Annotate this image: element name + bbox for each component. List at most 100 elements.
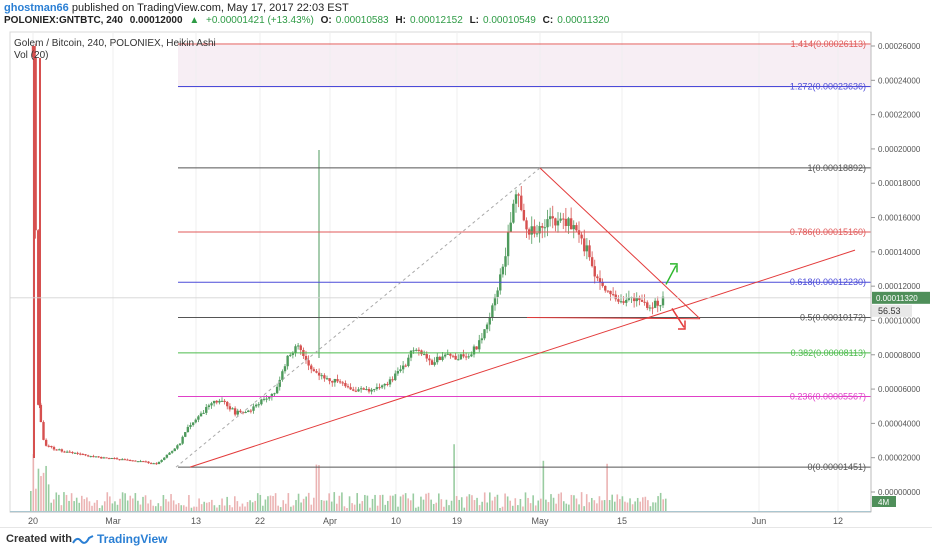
candle-body — [149, 463, 153, 465]
candle-body — [635, 297, 638, 302]
volume-bar — [177, 503, 180, 511]
candle-body — [386, 383, 389, 385]
volume-bar — [116, 504, 119, 511]
candle-body — [567, 218, 570, 226]
volume-bar — [109, 496, 111, 511]
candle-body — [244, 412, 247, 414]
candle-body — [656, 300, 659, 306]
volume-bar — [394, 494, 397, 511]
candle-body — [509, 222, 512, 232]
candle-body — [562, 218, 565, 220]
volume-bar — [338, 495, 341, 511]
volume-bar — [460, 497, 463, 511]
fib-label: 0.236(0.00005567) — [790, 392, 866, 402]
volume-bar — [499, 507, 501, 511]
candle-body — [304, 356, 308, 361]
price-tick-label: 0.00002000 — [878, 454, 921, 463]
volume-bar — [598, 496, 601, 511]
candle-body — [63, 451, 66, 453]
footer: Created with TradingView — [0, 527, 932, 551]
candle-body — [627, 297, 631, 300]
candle-body — [359, 388, 363, 390]
candle-body — [370, 389, 373, 392]
time-axis[interactable]: 20 Mar 13 22 Apr 10 19 May 15 Jun 12 — [10, 511, 871, 526]
candle-body — [155, 463, 158, 465]
price-axis[interactable]: 0.00026000 0.00024000 0.00022000 0.00020000… — [870, 32, 921, 512]
volume-bar — [35, 488, 37, 511]
volume-bar — [287, 493, 290, 511]
candle-body — [236, 410, 239, 415]
volume-bar — [463, 507, 466, 511]
candle-body — [239, 410, 242, 413]
volume-bar — [483, 492, 486, 511]
candle-body — [488, 317, 491, 325]
price-chart[interactable]: 1.414(0.00026113) 1.272(0.00023636) 1(0.00… — [0, 28, 932, 527]
volume-bar — [144, 495, 147, 511]
volume-bar — [218, 504, 221, 511]
volume-bar — [285, 503, 287, 511]
volume-bar — [325, 500, 328, 511]
candle-body — [459, 354, 463, 360]
volume-bar — [101, 505, 103, 511]
candle-body — [593, 266, 596, 277]
candle-body — [583, 238, 586, 252]
candle-body — [197, 416, 200, 420]
candle-body — [58, 449, 61, 451]
time-tick-label: Jun — [752, 516, 767, 526]
volume-bar — [506, 496, 509, 511]
volume-bar — [466, 496, 468, 511]
candle-body — [609, 290, 612, 295]
candle-body — [210, 403, 213, 406]
volume-bar — [42, 472, 45, 511]
volume-bar — [154, 506, 157, 511]
candle-body — [118, 459, 121, 461]
candle-body — [50, 445, 53, 448]
volume-bar — [629, 498, 631, 511]
candle-body — [107, 458, 111, 460]
volume-bar — [185, 506, 188, 511]
fib-levels[interactable]: 1.414(0.00026113) 1.272(0.00023636) 1(0.00… — [178, 39, 871, 472]
volume-bar — [537, 500, 540, 511]
time-tick-label: 19 — [452, 516, 462, 526]
candle-body — [134, 460, 137, 462]
candle-body — [533, 226, 536, 234]
volume-bar — [550, 494, 552, 511]
volume-bar — [473, 500, 476, 511]
candle-body — [436, 356, 439, 363]
volume-bar — [430, 499, 432, 511]
candle-body — [126, 459, 129, 461]
volume-bar — [374, 494, 376, 511]
candle-body — [530, 226, 533, 235]
volume-bar — [361, 501, 364, 511]
fib-anchor-line — [175, 167, 541, 468]
author-name[interactable]: ghostman66 — [4, 2, 69, 14]
volume-bar — [78, 502, 81, 511]
candle-body — [226, 401, 229, 407]
volume-bar — [274, 493, 277, 511]
candle-body — [638, 297, 641, 301]
volume-bar — [147, 503, 149, 511]
volume-bar — [279, 507, 282, 511]
volume-bar — [75, 497, 78, 511]
triangle-base-line — [526, 317, 701, 320]
volume-bar — [40, 476, 42, 511]
candle-body — [168, 452, 171, 455]
last-price-label: 0.00011320 — [876, 294, 918, 303]
trend-drawings[interactable]: 0.00011320 56.53 4M — [10, 167, 930, 507]
volume-bar — [114, 501, 116, 511]
tradingview-brand[interactable]: TradingView — [97, 532, 168, 546]
volume-bar — [379, 495, 381, 511]
volume-bar — [310, 504, 313, 511]
candle-body — [294, 346, 297, 354]
candle-body — [283, 366, 287, 372]
candle-body — [262, 398, 266, 400]
volume-bar — [529, 503, 532, 511]
candle-body — [289, 354, 292, 356]
volume-bar — [96, 500, 98, 511]
volume-bar — [619, 499, 621, 511]
candle-body — [89, 456, 92, 458]
volume-bar — [300, 502, 302, 511]
candle-body — [341, 382, 344, 384]
candle-body — [181, 436, 184, 444]
volume-bar — [402, 494, 404, 511]
